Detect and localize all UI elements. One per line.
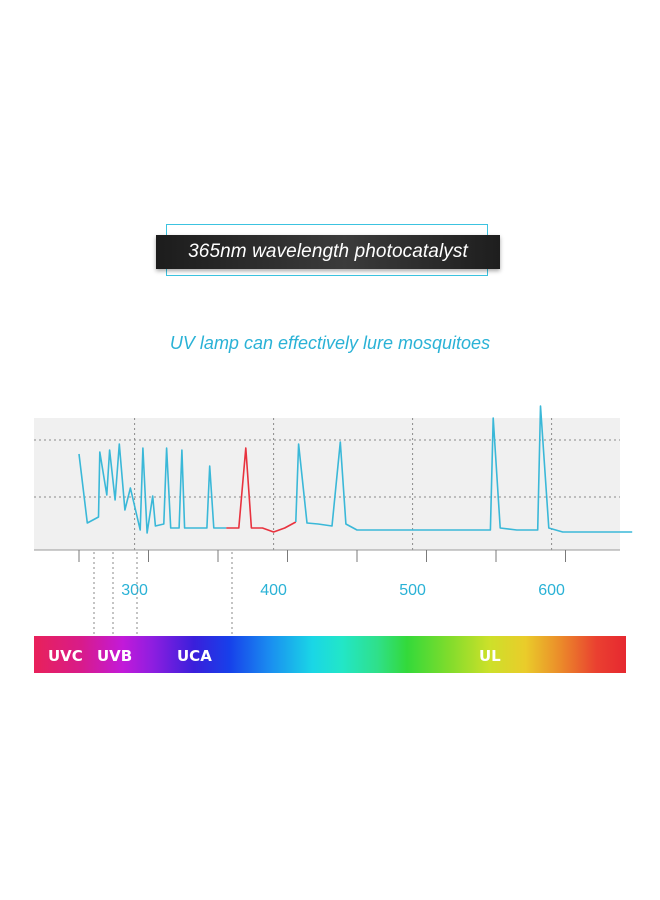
subtitle: UV lamp can effectively lure mosquitoes — [169, 333, 491, 353]
series-line-1 — [226, 447, 297, 533]
plot-panel — [34, 418, 620, 550]
band-label-uvb: UVB — [97, 647, 133, 665]
title-text: 365nm wavelength photocatalyst — [188, 241, 468, 262]
series-line-0 — [78, 443, 227, 534]
x-tick-label-400: 400 — [260, 582, 287, 599]
spectrum-bar — [34, 636, 626, 673]
band-label-uvc: UVC — [48, 647, 83, 665]
x-tick-label-500: 500 — [399, 582, 426, 599]
x-tick-label-600: 600 — [538, 582, 565, 599]
x-tick-label-300: 300 — [121, 582, 148, 599]
band-label-uca: UCA — [177, 647, 212, 665]
band-label-ul: UL — [479, 647, 501, 665]
title-banner: 365nm wavelength photocatalyst — [156, 235, 500, 269]
series-line-2 — [295, 405, 633, 533]
